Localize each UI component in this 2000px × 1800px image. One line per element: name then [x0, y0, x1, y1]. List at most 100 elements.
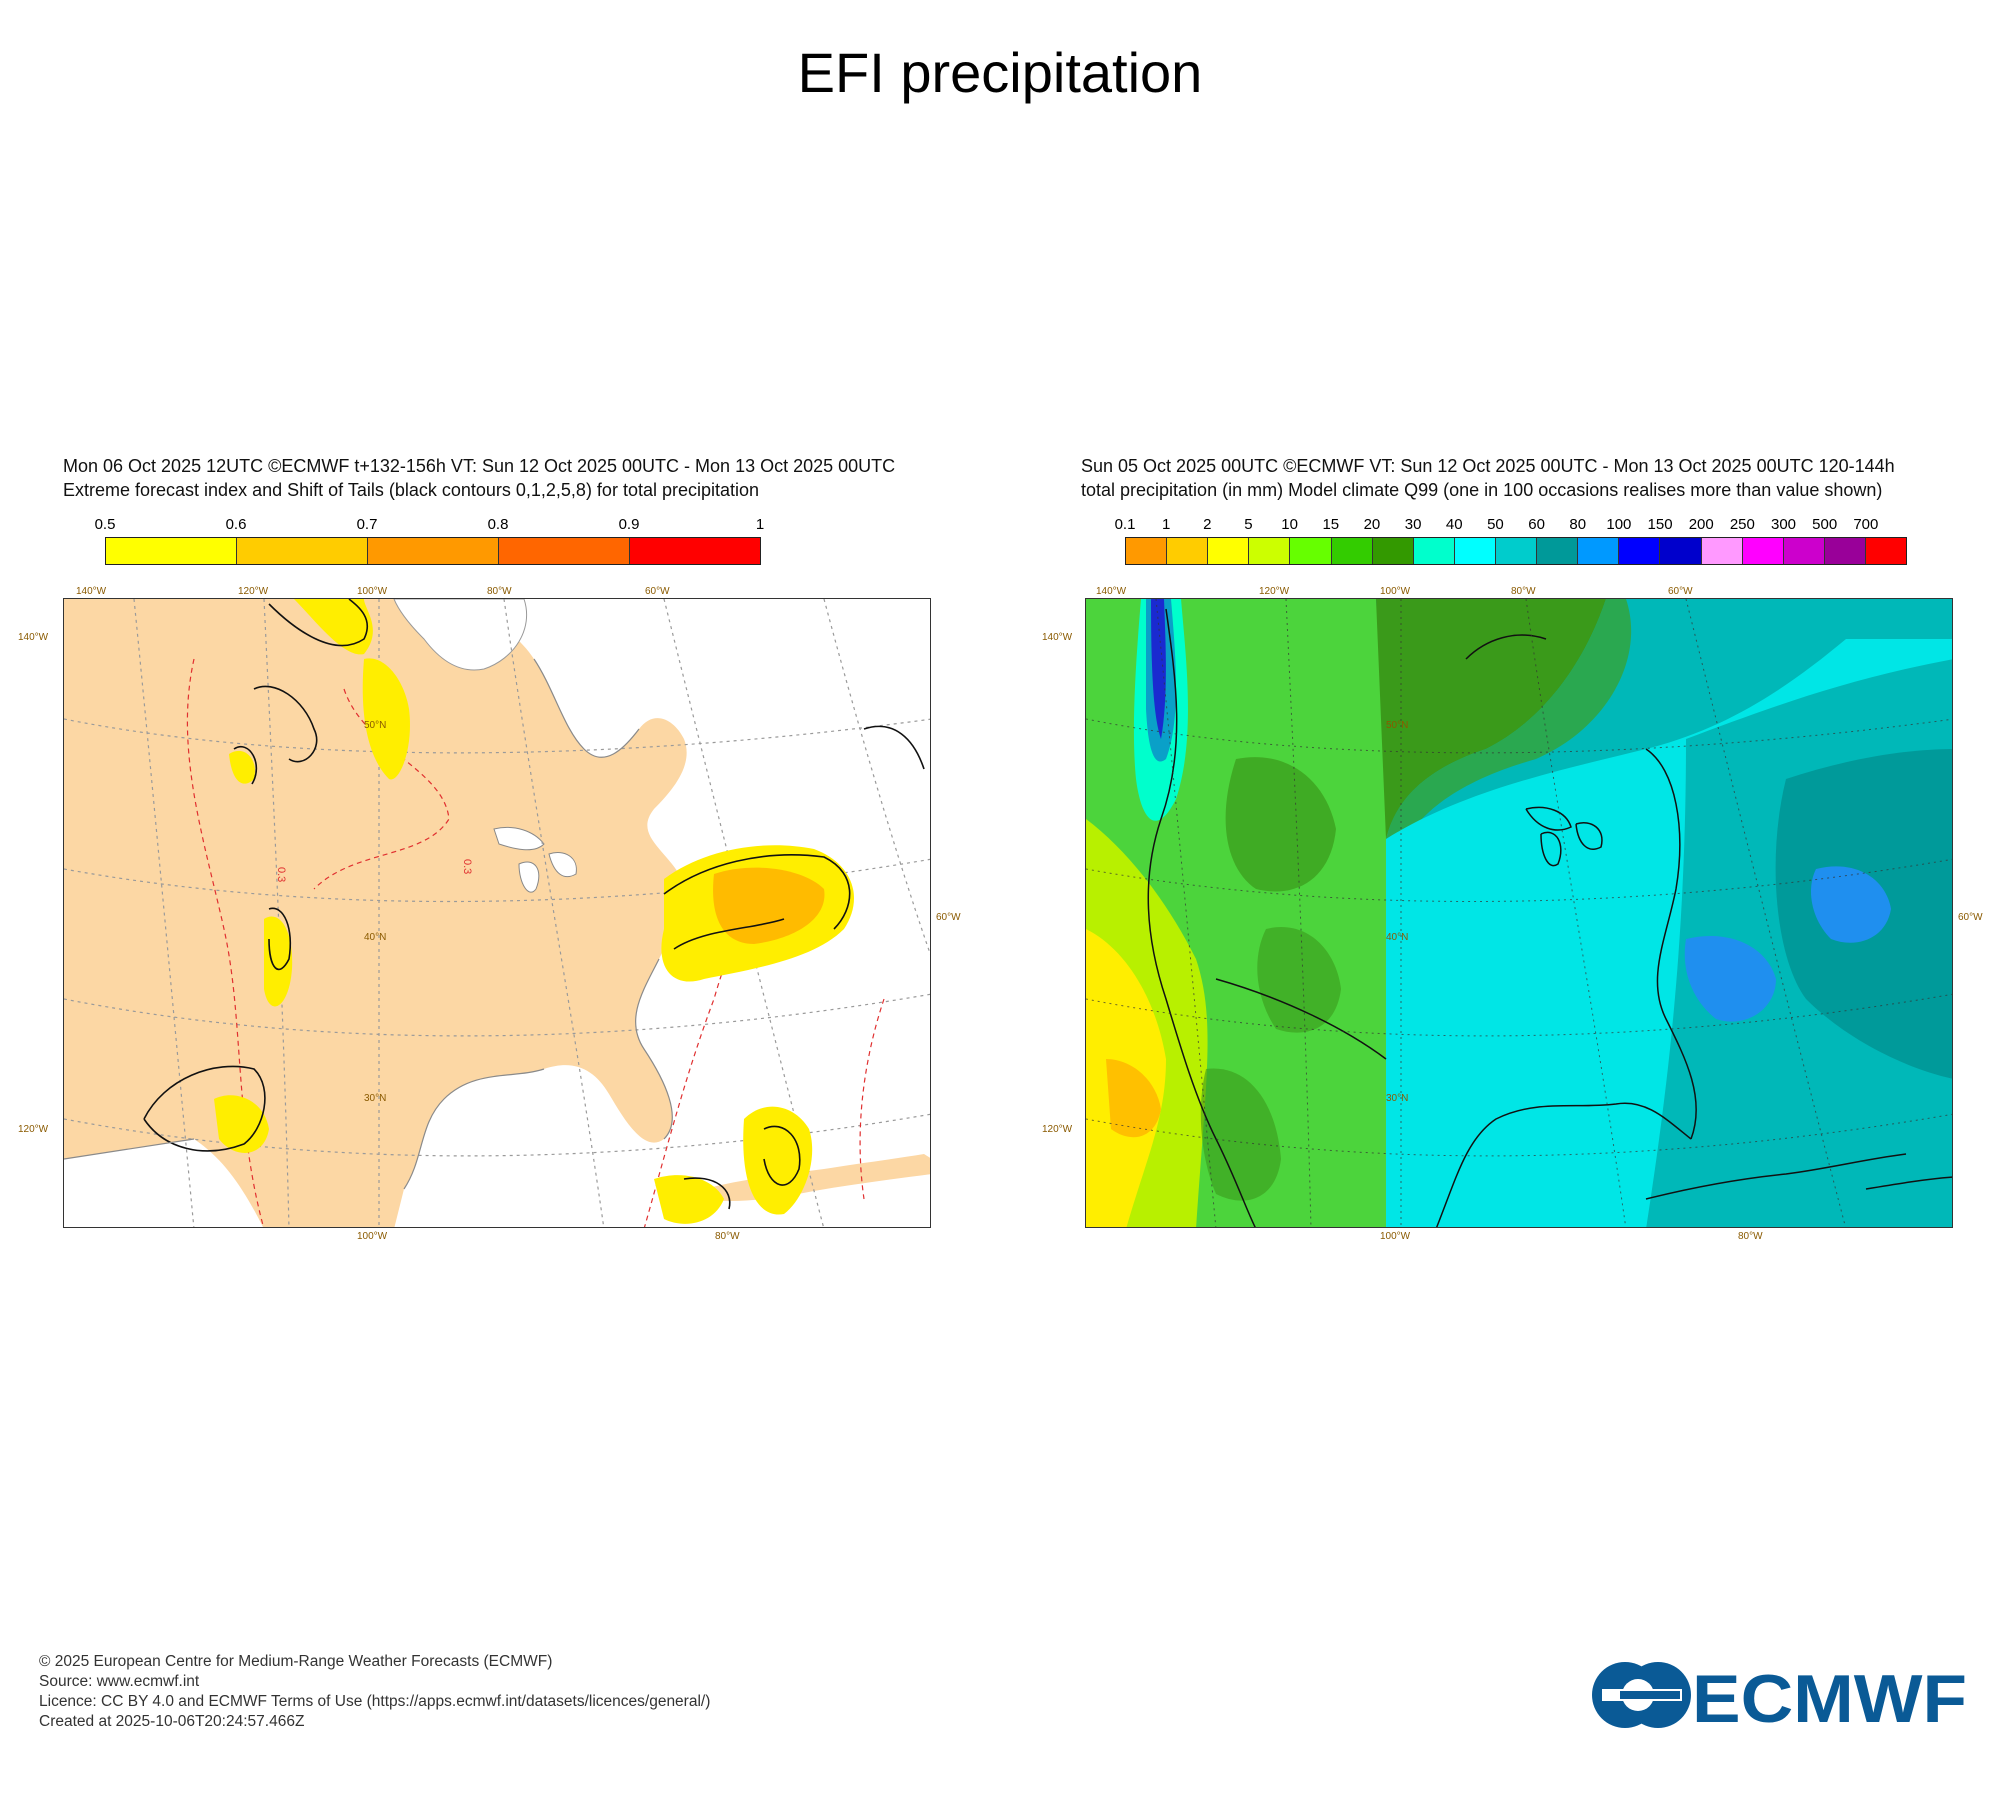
efi-colorbar-label: 1 — [755, 516, 765, 533]
climate-colorbar-label: 1 — [1161, 516, 1171, 533]
climate-colorbar-segment — [1660, 538, 1702, 564]
efi-lat-label: 140°W — [18, 632, 49, 643]
climate-colorbar-label: 200 — [1688, 516, 1714, 533]
climate-colorbar-segment — [1619, 538, 1661, 564]
climate-lon-label: 140°W — [1096, 586, 1127, 597]
climate-lon-label: 80°W — [1511, 586, 1536, 597]
efi-colorbar-labels: 0.5 0.6 0.7 0.8 0.9 1 — [95, 516, 765, 536]
efi-lon-label: 60°W — [645, 586, 670, 597]
climate-colorbar-label: 700 — [1853, 516, 1879, 533]
efi-map-graphic: 0.3 0.3 — [64, 599, 930, 1227]
climate-header-line2: total precipitation (in mm) Model climat… — [1081, 480, 1883, 500]
climate-colorbar-labels: 0.1 1 2 5 10 15 20 30 40 50 60 80 100 150 200 250 300 500… — [1115, 516, 1907, 536]
climate-lon-label: 80°W — [1738, 1231, 1763, 1242]
climate-colorbar-label: 250 — [1729, 516, 1755, 533]
efi-panel: Mon 06 Oct 2025 12UTC ©ECMWF t+132-156h … — [18, 450, 1040, 1250]
climate-map — [1085, 598, 1953, 1228]
efi-contour-label: 0.3 — [461, 859, 473, 874]
climate-colorbar-segment — [1742, 538, 1784, 564]
copyright-line: © 2025 European Centre for Medium-Range … — [39, 1653, 553, 1670]
climate-colorbar-label: 50 — [1487, 516, 1504, 533]
efi-colorbar-segment — [499, 538, 630, 564]
efi-lon-label: 80°W — [487, 586, 512, 597]
climate-colorbar-segment — [1701, 538, 1743, 564]
climate-colorbar-label: 150 — [1647, 516, 1673, 533]
efi-lon-label: 120°W — [238, 586, 269, 597]
page-title: EFI precipitation — [797, 41, 1203, 104]
efi-map: 0.3 0.3 — [63, 598, 931, 1228]
climate-colorbar-label: 0.1 — [1114, 516, 1136, 533]
climate-lon-label: 100°W — [1380, 1231, 1411, 1242]
climate-colorbar-label: 2 — [1203, 516, 1212, 533]
efi-header-line1: Mon 06 Oct 2025 12UTC ©ECMWF t+132-156h … — [63, 456, 896, 476]
climate-panel: Sun 05 Oct 2025 00UTC ©ECMWF VT: Sun 12 … — [1042, 450, 2000, 1250]
efi-lat-label: 60°W — [936, 912, 961, 923]
efi-lat-label: 30°N — [364, 1093, 387, 1104]
climate-colorbar — [1125, 537, 1907, 565]
created-line: Created at 2025-10-06T20:24:57.466Z — [39, 1713, 305, 1730]
efi-lon-label: 80°W — [715, 1231, 740, 1242]
ecmwf-logo: ECMWF — [1592, 1661, 1967, 1730]
efi-contour-label: 0.3 — [275, 867, 287, 882]
climate-map-graphic — [1086, 599, 1952, 1227]
climate-colorbar-label: 15 — [1322, 516, 1340, 533]
climate-lat-label: 140°W — [1042, 632, 1073, 643]
climate-colorbar-segment — [1454, 538, 1496, 564]
climate-colorbar-label: 500 — [1812, 516, 1838, 533]
climate-colorbar-segment — [1167, 538, 1209, 564]
efi-colorbar-label: 0.6 — [225, 516, 247, 533]
climate-colorbar-segment — [1331, 538, 1373, 564]
climate-colorbar-label: 80 — [1569, 516, 1587, 533]
efi-colorbar — [105, 537, 761, 565]
efi-colorbar-segment — [237, 538, 368, 564]
climate-lat-label: 60°W — [1958, 912, 1983, 923]
climate-colorbar-label: 30 — [1404, 516, 1422, 533]
footer: © 2025 European Centre for Medium-Range … — [39, 1652, 710, 1732]
climate-colorbar-segment — [1783, 538, 1825, 564]
climate-lat-label: 50°N — [1386, 720, 1409, 731]
climate-colorbar-segment — [1249, 538, 1291, 564]
climate-colorbar-label: 40 — [1445, 516, 1463, 533]
climate-colorbar-segment — [1126, 538, 1168, 564]
climate-colorbar-label: 60 — [1528, 516, 1545, 533]
source-line: Source: www.ecmwf.int — [39, 1673, 200, 1690]
climate-lat-label: 120°W — [1042, 1124, 1073, 1135]
climate-colorbar-label: 300 — [1771, 516, 1797, 533]
efi-header-line2: Extreme forecast index and Shift of Tail… — [63, 480, 760, 500]
climate-colorbar-segment — [1578, 538, 1620, 564]
climate-colorbar-segment — [1865, 538, 1907, 564]
efi-colorbar-segment — [368, 538, 499, 564]
climate-colorbar-segment — [1824, 538, 1866, 564]
efi-colorbar-label: 0.5 — [94, 516, 116, 533]
climate-lon-label: 60°W — [1668, 586, 1693, 597]
efi-lat-label: 120°W — [18, 1124, 49, 1135]
licence-line: Licence: CC BY 4.0 and ECMWF Terms of Us… — [39, 1693, 711, 1710]
climate-colorbar-segment — [1495, 538, 1538, 564]
climate-colorbar-segment — [1413, 538, 1455, 564]
climate-colorbar-label: 20 — [1363, 516, 1381, 533]
climate-colorbar-label: 5 — [1244, 516, 1253, 533]
efi-colorbar-segment — [106, 538, 237, 564]
logo-text: ECMWF — [1692, 1661, 1967, 1730]
climate-colorbar-segment — [1537, 538, 1579, 564]
climate-colorbar-segment — [1208, 538, 1250, 564]
climate-header-line1: Sun 05 Oct 2025 00UTC ©ECMWF VT: Sun 12 … — [1081, 456, 1895, 476]
efi-colorbar-label: 0.9 — [618, 516, 640, 533]
climate-colorbar-segment — [1372, 538, 1414, 564]
efi-lon-label: 100°W — [357, 1231, 388, 1242]
climate-lat-label: 30°N — [1386, 1093, 1409, 1104]
efi-lon-label: 140°W — [76, 586, 107, 597]
efi-colorbar-segment — [630, 538, 760, 564]
climate-lon-label: 100°W — [1380, 586, 1411, 597]
efi-colorbar-label: 0.7 — [356, 516, 378, 533]
climate-lon-label: 120°W — [1259, 586, 1290, 597]
efi-colorbar-label: 0.8 — [487, 516, 509, 533]
climate-lat-label: 40°N — [1386, 932, 1409, 943]
climate-colorbar-segment — [1290, 538, 1332, 564]
climate-colorbar-label: 100 — [1606, 516, 1632, 533]
efi-lat-label: 40°N — [364, 932, 387, 943]
climate-colorbar-label: 10 — [1281, 516, 1298, 533]
efi-anomaly-areas — [214, 599, 854, 1224]
efi-lat-label: 50°N — [364, 720, 387, 731]
efi-lon-label: 100°W — [357, 586, 388, 597]
